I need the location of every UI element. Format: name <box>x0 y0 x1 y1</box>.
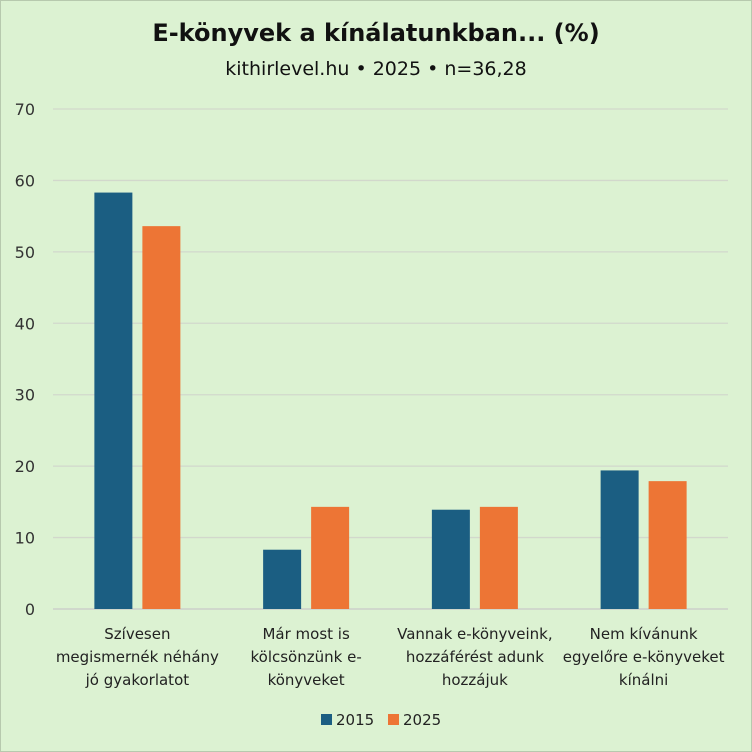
y-tick-label: 50 <box>15 243 35 262</box>
bar <box>600 470 639 609</box>
bar <box>94 192 133 610</box>
y-tick-label: 30 <box>15 386 35 405</box>
y-tick-label: 70 <box>15 100 35 119</box>
y-tick-label: 60 <box>15 171 35 190</box>
x-tick-label: Szívesen megismernék néhány jó gyakorlatot <box>56 625 219 689</box>
x-tick-label: Már most is kölcsönzünk e-könyveket <box>251 625 362 689</box>
chart-subtitle: kithirlevel.hu • 2025 • n=36,28 <box>225 58 527 80</box>
y-tick-label: 0 <box>25 600 35 619</box>
x-tick-label: Vannak e-könyveink, hozzáférést adunk hozz… <box>397 625 553 689</box>
legend-label: 2015 <box>336 711 374 729</box>
bar <box>142 226 181 609</box>
bar <box>648 481 687 609</box>
bar <box>263 549 302 609</box>
y-tick-label: 20 <box>15 457 35 476</box>
chart-title: E-könyvek a kínálatunkban... (%) <box>152 19 600 47</box>
y-tick-label: 40 <box>15 314 35 333</box>
legend-swatch <box>388 714 399 725</box>
bar <box>479 506 518 609</box>
y-tick-label: 10 <box>15 529 35 548</box>
x-tick-label: Nem kívánunk egyelőre e-könyveket kínálni <box>563 625 725 689</box>
bar <box>311 506 350 609</box>
legend-label: 2025 <box>403 711 441 729</box>
legend-swatch <box>321 714 332 725</box>
bar <box>431 509 470 609</box>
